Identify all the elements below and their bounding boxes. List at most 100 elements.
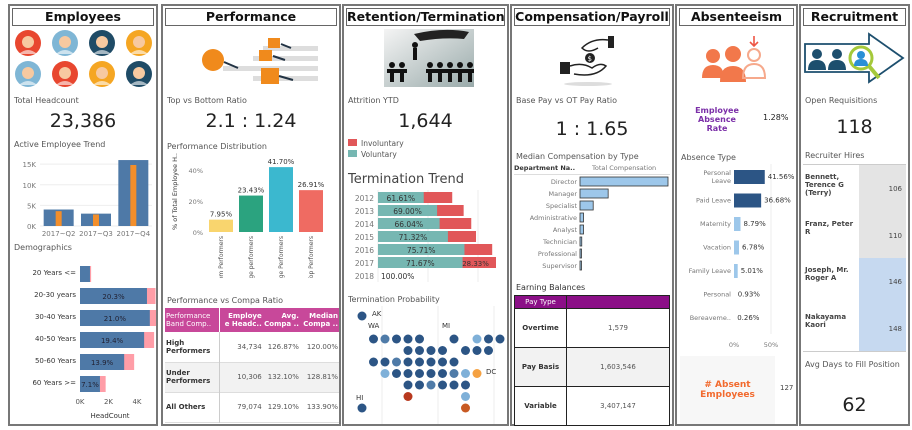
state-label: AK xyxy=(372,310,382,318)
state-hex xyxy=(369,334,378,344)
absence-rate-value: 1.28% xyxy=(763,113,789,122)
state-hex xyxy=(438,346,447,355)
state-hex xyxy=(415,369,424,378)
avatar-body xyxy=(130,81,148,85)
state-hex xyxy=(449,369,459,378)
basepay-ratio-value: 1 : 1.65 xyxy=(555,118,629,140)
termination-trend-title: Termination Trend xyxy=(348,172,464,187)
data-label: 8.79% xyxy=(744,220,767,228)
state-hex xyxy=(449,357,459,367)
attrition-value: 1,644 xyxy=(398,110,453,132)
state-hex xyxy=(461,369,470,378)
compa-col-header[interactable]: Employe e Headc.. xyxy=(224,312,262,328)
legend-item-involuntary[interactable]: Involuntary xyxy=(348,139,404,148)
category-label: Administrative xyxy=(530,214,577,222)
table-cell: 120.00% xyxy=(306,342,338,351)
median-col-header[interactable]: Total Compensation xyxy=(592,164,657,172)
table-row[interactable]: Pay Basis 1,603,546 xyxy=(514,347,670,387)
state-label: DC xyxy=(486,368,496,376)
absence-bar xyxy=(734,217,741,231)
category-label: Family Leave xyxy=(689,267,731,275)
state-hex xyxy=(426,357,436,367)
category-label: 2015 xyxy=(355,233,374,242)
legend-label: Voluntary xyxy=(361,150,397,159)
state-hex xyxy=(461,392,470,401)
category-label: 2016 xyxy=(355,246,374,255)
absence-bar xyxy=(734,193,762,208)
absent-employees-box: # Absent Employees xyxy=(680,356,775,424)
state-label: HI xyxy=(356,394,363,402)
data-label: 21.0% xyxy=(104,315,127,323)
table-row[interactable]: Overtime 1,579 xyxy=(514,308,670,348)
data-label: 13.9% xyxy=(91,359,114,367)
table-cell: 126.87% xyxy=(267,342,299,351)
ratio-label: Top vs Bottom Ratio xyxy=(167,96,247,105)
demographic-bar xyxy=(80,332,145,348)
state-hex xyxy=(380,334,390,344)
table-row[interactable]: High Performers 34,734 126.87% 120.00% xyxy=(165,332,339,362)
basepay-ratio-label: Base Pay vs OT Pay Ratio xyxy=(516,96,618,105)
table-row[interactable]: Variable 3,407,147 xyxy=(514,386,670,426)
voluntary-bar xyxy=(378,231,448,242)
state-hex xyxy=(380,369,390,378)
compa-col-header[interactable]: Median Compa .. xyxy=(303,312,338,328)
category-label: Technician xyxy=(542,238,577,246)
category-label: 30-40 Years xyxy=(35,313,76,321)
earning-col-header[interactable]: Pay Type xyxy=(514,295,567,309)
table-cell: Pay Basis xyxy=(514,347,567,387)
state-hex xyxy=(369,357,378,367)
absence-bar xyxy=(734,170,765,184)
table-row[interactable]: Under Performers 10,306 132.10% 128.81% xyxy=(165,362,339,392)
retention-title: Retention/Termination xyxy=(346,8,505,26)
demographic-bar xyxy=(80,354,125,370)
state-hex xyxy=(357,403,367,413)
avatar-face xyxy=(133,36,145,48)
recruiter-hires-value: 106 xyxy=(859,165,906,212)
compa-col-header[interactable]: Avg. Compa .. xyxy=(264,312,299,328)
svg-text:$: $ xyxy=(588,55,592,63)
state-hex xyxy=(484,334,493,344)
category-label: 20 Years <= xyxy=(32,269,76,277)
employees-title: Employees xyxy=(12,8,154,26)
earning-title: Earning Balances xyxy=(516,283,586,292)
compa-title: Performance vs Compa Ratio xyxy=(167,296,284,305)
state-hex xyxy=(415,380,424,390)
probability-title: Termination Probability xyxy=(348,295,440,304)
recruiter-row[interactable]: Joseph, Mr. Roger A 146 xyxy=(803,258,906,305)
table-cell: 1,579 xyxy=(607,324,629,332)
x-tick-label: Top Performers xyxy=(308,236,315,278)
x-tick-label: 4K xyxy=(132,398,141,406)
recruiter-name: Bennett, Terence G (Terry) xyxy=(805,173,844,197)
recruiter-row[interactable]: Nakayama Kaori 148 xyxy=(803,304,906,351)
recruiter-row[interactable]: Franz, Peter R 110 xyxy=(803,211,906,258)
voluntary-bar xyxy=(378,244,465,255)
median-col-header[interactable]: Department Na.. xyxy=(514,164,576,172)
data-label: 28.33% xyxy=(462,260,489,268)
paper-people-icon xyxy=(384,29,474,87)
category-label: Personal xyxy=(703,291,731,299)
y-tick-label: 10K xyxy=(23,182,37,190)
compa-col-header[interactable]: Performance Band Comp.. xyxy=(165,308,221,332)
category-label: Leave xyxy=(712,177,731,185)
category-label: 2012 xyxy=(355,194,374,203)
compensation-bar xyxy=(579,212,584,223)
performance-bar xyxy=(299,190,323,232)
recruiter-row[interactable]: Bennett, Terence G (Terry) 106 xyxy=(803,165,906,212)
category-label: Vacation xyxy=(703,244,731,252)
data-label: 71.67% xyxy=(406,259,435,268)
y-tick-label: 15K xyxy=(23,161,37,169)
state-hex xyxy=(403,357,413,367)
category-label: Personal xyxy=(703,169,731,177)
trend-bar-inner xyxy=(130,165,137,226)
data-label: 69.00% xyxy=(393,207,422,216)
state-hex xyxy=(438,369,447,378)
avatar-face xyxy=(22,67,34,79)
state-hex xyxy=(484,346,493,355)
state-hex xyxy=(380,357,390,367)
state-hex xyxy=(403,380,413,390)
legend-item-voluntary[interactable]: Voluntary xyxy=(348,150,404,159)
demographics-chart: 20 Years <= 20-30 years 20.3% 30-40 Years 21… xyxy=(32,266,156,420)
data-label: 6.78% xyxy=(742,244,765,252)
table-row[interactable]: All Others 79,074 129.10% 133.90% xyxy=(165,392,339,422)
avatar-face xyxy=(96,36,108,48)
